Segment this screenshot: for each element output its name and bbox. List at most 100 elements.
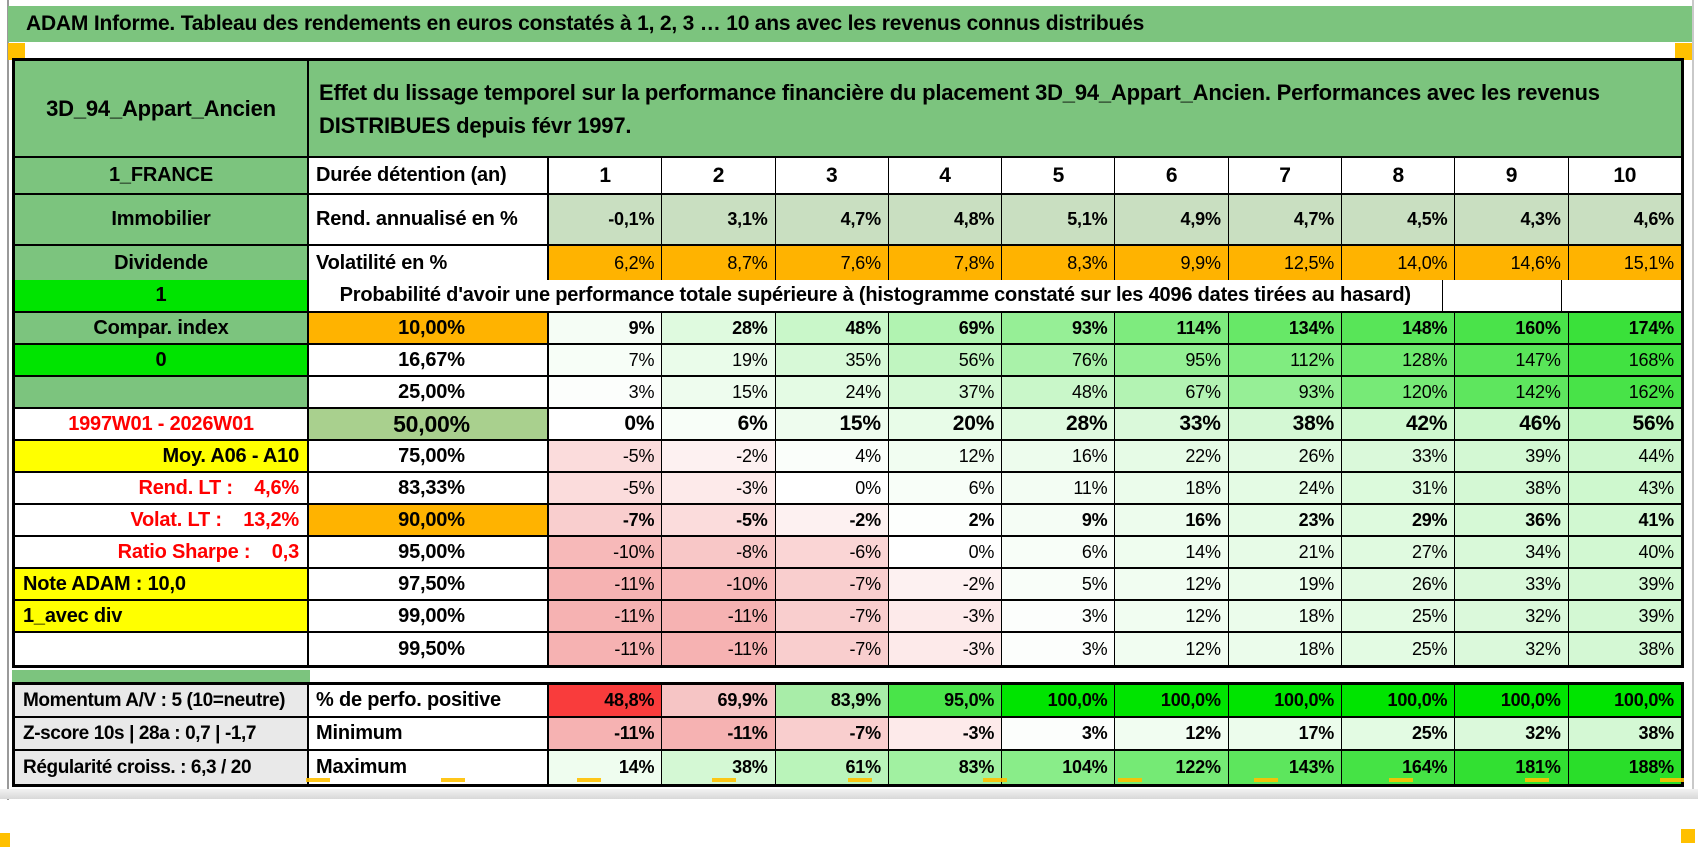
row-label[interactable]: Rend. annualisé en % [309,195,549,244]
threshold-cell[interactable]: 50,00% [309,409,549,439]
value-cell[interactable]: 19% [1228,569,1343,599]
value-cell[interactable]: 4 [888,158,1003,193]
value-cell[interactable]: 18% [1115,473,1229,503]
threshold-cell[interactable]: 16,67% [309,345,549,375]
value-cell[interactable]: 83,9% [775,685,889,716]
value-cell[interactable]: 48% [775,313,889,343]
value-cell[interactable]: 39% [1568,569,1681,599]
value-cell[interactable]: 147% [1455,345,1569,375]
value-cell[interactable]: 8,3% [1002,246,1116,280]
value-cell[interactable]: 8 [1342,158,1456,193]
value-cell[interactable]: 7,8% [888,246,1003,280]
value-cell[interactable]: 32% [1455,633,1569,665]
value-cell[interactable]: 12% [1115,601,1229,631]
value-cell[interactable]: 43% [1568,473,1681,503]
value-cell[interactable]: 6% [888,473,1003,503]
value-cell[interactable]: 1 [549,158,663,193]
row-left-label[interactable]: 1_FRANCE [15,158,309,193]
value-cell[interactable]: 7,6% [775,246,889,280]
value-cell[interactable]: -11% [662,633,776,665]
row-left-label[interactable]: 1_avec div [15,601,309,631]
value-cell[interactable]: 24% [1228,473,1343,503]
value-cell[interactable]: 39% [1455,441,1569,471]
row-label[interactable]: Minimum [309,718,549,749]
value-cell[interactable]: 134% [1228,313,1343,343]
value-cell[interactable]: -11% [662,601,776,631]
value-cell[interactable]: 6% [1002,537,1116,567]
value-cell[interactable]: 40% [1568,537,1681,567]
value-cell[interactable]: 14% [549,751,663,784]
value-cell[interactable]: 2% [888,505,1003,535]
value-cell[interactable]: -11% [662,718,776,749]
value-cell[interactable]: 0% [549,409,663,439]
value-cell[interactable]: -7% [549,505,663,535]
value-cell[interactable]: 16% [1002,441,1116,471]
value-cell[interactable]: 25% [1342,633,1456,665]
value-cell[interactable]: -5% [662,505,776,535]
value-cell[interactable]: 42% [1342,409,1456,439]
value-cell[interactable]: 17% [1228,718,1343,749]
asset-name-cell[interactable]: 3D_94_Appart_Ancien [15,61,309,156]
value-cell[interactable]: 15% [775,409,889,439]
value-cell[interactable]: 4,6% [1568,195,1681,244]
value-cell[interactable]: 26% [1228,441,1343,471]
value-cell[interactable]: 38% [1228,409,1343,439]
banner-left-cell[interactable]: 1 [15,280,309,311]
value-cell[interactable]: 3% [1002,601,1116,631]
row-label[interactable]: Maximum [309,751,549,784]
value-cell[interactable]: 23% [1228,505,1343,535]
value-cell[interactable]: -10% [549,537,663,567]
value-cell[interactable]: 3% [1002,718,1116,749]
value-cell[interactable]: 5% [1002,569,1116,599]
value-cell[interactable]: 12% [1115,569,1229,599]
value-cell[interactable]: -11% [549,718,663,749]
value-cell[interactable]: 37% [888,377,1003,407]
value-cell[interactable]: 33% [1115,409,1229,439]
value-cell[interactable]: 48% [1002,377,1116,407]
value-cell[interactable]: 22% [1115,441,1229,471]
value-cell[interactable]: 31% [1342,473,1456,503]
value-cell[interactable]: 6,2% [549,246,663,280]
row-left-label[interactable] [15,633,309,665]
value-cell[interactable]: 28% [1002,409,1116,439]
threshold-cell[interactable]: 10,00% [309,313,549,343]
value-cell[interactable]: -11% [549,633,663,665]
value-cell[interactable]: 35% [775,345,889,375]
value-cell[interactable]: 0% [775,473,889,503]
value-cell[interactable]: 4,9% [1115,195,1229,244]
value-cell[interactable]: 104% [1002,751,1116,784]
value-cell[interactable]: 10 [1568,158,1681,193]
value-cell[interactable]: 26% [1342,569,1456,599]
value-cell[interactable]: 100,0% [1002,685,1116,716]
row-left-label[interactable]: 0 [15,345,309,375]
value-cell[interactable]: -3% [888,718,1003,749]
value-cell[interactable]: 32% [1455,718,1569,749]
value-cell[interactable]: 5 [1002,158,1116,193]
threshold-cell[interactable]: 90,00% [309,505,549,535]
value-cell[interactable]: 8,7% [662,246,776,280]
row-label[interactable]: Volatilité en % [309,246,549,280]
value-cell[interactable]: 100,0% [1115,685,1229,716]
value-cell[interactable]: 4,7% [1228,195,1343,244]
value-cell[interactable] [1562,280,1681,311]
value-cell[interactable]: -0,1% [549,195,663,244]
value-cell[interactable]: 18% [1228,633,1343,665]
threshold-cell[interactable]: 99,50% [309,633,549,665]
value-cell[interactable]: 14,0% [1342,246,1456,280]
value-cell[interactable]: 15% [662,377,776,407]
value-cell[interactable]: 114% [1115,313,1229,343]
threshold-cell[interactable]: 83,33% [309,473,549,503]
value-cell[interactable]: 3,1% [662,195,776,244]
value-cell[interactable]: 5,1% [1002,195,1116,244]
value-cell[interactable]: 25% [1342,601,1456,631]
value-cell[interactable]: 6 [1115,158,1229,193]
value-cell[interactable]: -7% [775,718,889,749]
value-cell[interactable]: 168% [1568,345,1681,375]
value-cell[interactable]: 56% [888,345,1003,375]
value-cell[interactable]: 12,5% [1228,246,1343,280]
value-cell[interactable]: 44% [1568,441,1681,471]
value-cell[interactable]: 41% [1568,505,1681,535]
value-cell[interactable]: 20% [888,409,1003,439]
value-cell[interactable]: -6% [775,537,889,567]
value-cell[interactable]: 4,5% [1342,195,1456,244]
